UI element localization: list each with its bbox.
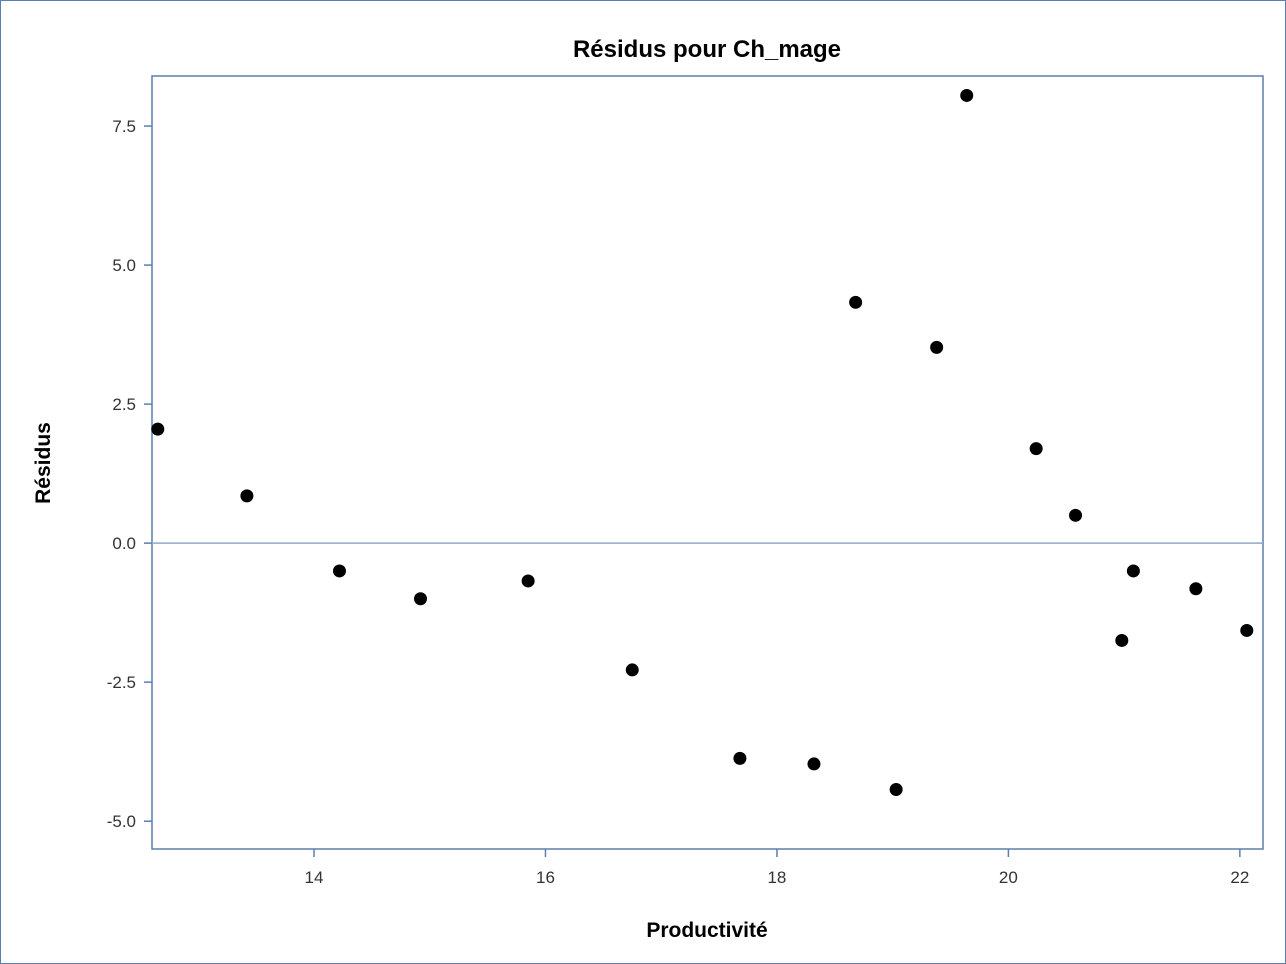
- data-point: [930, 340, 944, 354]
- x-tick-label: 22: [1230, 868, 1249, 887]
- data-point: [332, 564, 346, 578]
- y-axis-title: Résidus: [32, 422, 55, 504]
- y-tick-label: 5.0: [112, 256, 136, 275]
- data-point: [849, 295, 863, 309]
- x-tick-label: 18: [767, 868, 786, 887]
- y-tick-label: -2.5: [107, 673, 136, 692]
- data-point: [960, 88, 974, 102]
- data-point: [625, 663, 639, 677]
- data-point: [889, 782, 903, 796]
- data-point: [240, 489, 254, 503]
- x-tick-label: 20: [999, 868, 1018, 887]
- data-points: [151, 88, 1254, 796]
- data-point: [733, 751, 747, 765]
- data-point: [1189, 582, 1203, 596]
- data-point: [1069, 508, 1083, 522]
- data-point: [413, 592, 427, 606]
- x-axis-title: Productivité: [646, 919, 767, 942]
- data-point: [1029, 442, 1043, 456]
- chart-title: Résidus pour Ch_mage: [573, 36, 841, 63]
- data-point: [521, 574, 535, 588]
- y-tick-label: -5.0: [107, 812, 136, 831]
- y-tick-label: 7.5: [112, 117, 136, 136]
- plot-area: [151, 75, 1264, 850]
- data-point: [1115, 633, 1129, 647]
- x-axis: 14 16 18 20 22: [305, 849, 1249, 887]
- y-tick-label: 0.0: [112, 534, 136, 553]
- y-axis: -5.0 -2.5 0.0 2.5 5.0 7.5: [107, 117, 152, 831]
- data-point: [1126, 564, 1140, 578]
- y-tick-label: 2.5: [112, 395, 136, 414]
- data-point: [807, 757, 821, 771]
- data-point: [1240, 623, 1254, 637]
- x-tick-label: 16: [536, 868, 555, 887]
- data-point: [151, 422, 165, 436]
- x-tick-label: 14: [305, 868, 324, 887]
